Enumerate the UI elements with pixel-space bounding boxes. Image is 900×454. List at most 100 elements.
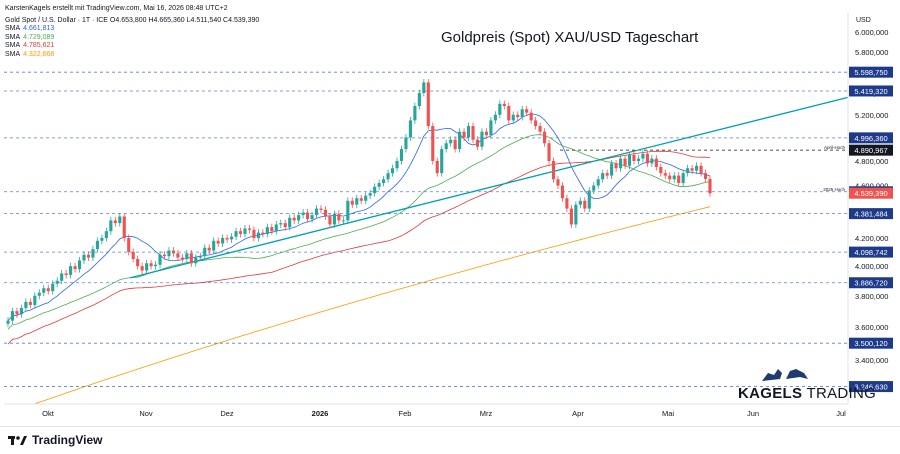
- candle-body: [484, 131, 488, 136]
- level-price-label: 3.886,720: [854, 279, 887, 288]
- candle-body: [82, 254, 86, 261]
- candle-body: [489, 120, 493, 136]
- candle-body: [355, 198, 359, 205]
- candle-body: [297, 215, 301, 221]
- candle-body: [569, 208, 573, 225]
- candle-body: [10, 311, 15, 321]
- tradingview-icon: [8, 436, 27, 445]
- level-price-label: 4.890,967: [854, 146, 887, 155]
- candle-body: [610, 163, 614, 176]
- candle-body: [230, 236, 234, 240]
- y-tick-label: 3.800,000: [855, 292, 888, 301]
- tradingview-label: TradingView: [32, 433, 103, 447]
- bull-bear-logo-icon: [762, 369, 808, 381]
- candle-body: [323, 209, 328, 217]
- level-annotation: 2025 Hoch: [823, 187, 845, 192]
- x-tick-label: Jun: [747, 409, 759, 418]
- x-tick-label: Feb: [399, 409, 412, 418]
- sma-row: SMA 4.785,621: [5, 42, 259, 50]
- candle-body: [578, 200, 582, 205]
- candle-body: [64, 273, 68, 275]
- candle-body: [614, 163, 618, 169]
- sma-row: SMA 4.322,668: [5, 51, 259, 59]
- candle-body: [185, 253, 189, 260]
- candle-body: [475, 139, 480, 147]
- y-tick-label: 5.800,000: [855, 48, 888, 57]
- kagels-branding: KAGELS TRADING: [738, 385, 876, 402]
- candle-body: [686, 168, 690, 174]
- candle-body: [574, 204, 578, 225]
- x-tick-label: Dez: [220, 409, 234, 418]
- candle-body: [592, 185, 596, 191]
- chart-title: Goldpreis (Spot) XAU/USD Tageschart: [441, 29, 699, 46]
- candle-body: [507, 105, 511, 121]
- candle-body: [601, 173, 605, 180]
- level-price-label: 5.598,750: [854, 68, 887, 77]
- candle-body: [292, 217, 296, 221]
- candle-body: [346, 200, 350, 221]
- candle-body: [306, 212, 310, 220]
- footer-bar: [0, 426, 900, 454]
- sma-value: 4.661,813: [23, 25, 55, 33]
- sma-value: 4.785,621: [23, 42, 55, 50]
- candle-body: [176, 253, 180, 258]
- candle-body: [382, 179, 386, 184]
- candle-body: [136, 259, 140, 267]
- candle-body: [225, 238, 229, 240]
- candle-body: [373, 186, 377, 194]
- candle-body: [149, 263, 153, 267]
- candle-body: [435, 160, 439, 174]
- legend: Gold Spot / U.S. Dollar · 1T · ICE O4.65…: [5, 17, 259, 59]
- candle-body: [122, 216, 126, 239]
- candle-body: [703, 173, 708, 179]
- sma-value: 4.729,089: [23, 33, 55, 41]
- candle-body: [238, 231, 243, 234]
- candle-body: [212, 240, 216, 251]
- candle-body: [216, 240, 220, 244]
- candle-body: [408, 120, 412, 138]
- candle-body: [668, 175, 672, 180]
- candle-body: [207, 247, 211, 251]
- candle-body: [493, 114, 497, 121]
- candle-body: [605, 173, 609, 176]
- candle-body: [91, 249, 95, 258]
- sma-label: SMA: [5, 42, 21, 50]
- tradingview-logo[interactable]: TradingView: [8, 433, 102, 447]
- candle-body: [511, 114, 515, 121]
- candle-body: [480, 131, 484, 147]
- candle-body: [636, 158, 641, 161]
- candle-body: [69, 266, 73, 275]
- candle-body: [73, 266, 77, 270]
- trend-lines: [129, 96, 849, 279]
- candle-body: [525, 109, 529, 113]
- candle-body: [33, 295, 37, 305]
- instrument-label: Gold Spot / U.S. Dollar · 1T · ICE: [5, 17, 108, 24]
- candle-body: [623, 158, 627, 166]
- candle-body: [95, 240, 99, 250]
- x-tick-label: Jul: [836, 409, 846, 418]
- sma-row: SMA 4.729,089: [5, 34, 259, 42]
- level-price-tag: [849, 66, 893, 78]
- level-price-tag: [849, 337, 893, 349]
- sma-row: SMA 4.661,813: [5, 25, 259, 33]
- y-tick-label: 3.600,000: [855, 323, 888, 332]
- candle-body: [314, 208, 319, 216]
- candle-body: [449, 139, 453, 144]
- level-price-label: 3.246,630: [854, 383, 887, 392]
- candle-body: [341, 220, 345, 222]
- candle-body: [131, 251, 135, 260]
- price-axis: USD6.000,0005.800,0005.400,0005.200,0004…: [847, 12, 893, 404]
- sma-line: [7, 113, 711, 321]
- candle-body: [109, 220, 113, 232]
- candle-body: [194, 257, 198, 264]
- candle-body: [565, 198, 569, 209]
- candle-body: [677, 175, 681, 184]
- candle-body: [46, 288, 50, 292]
- instrument-line: Gold Spot / U.S. Dollar · 1T · ICE O4.65…: [5, 17, 259, 25]
- candle-body: [279, 223, 283, 225]
- candle-body: [404, 137, 408, 150]
- candle-body: [319, 208, 323, 210]
- sma-label: SMA: [5, 25, 21, 33]
- y-tick-label: 5.200,000: [855, 111, 888, 120]
